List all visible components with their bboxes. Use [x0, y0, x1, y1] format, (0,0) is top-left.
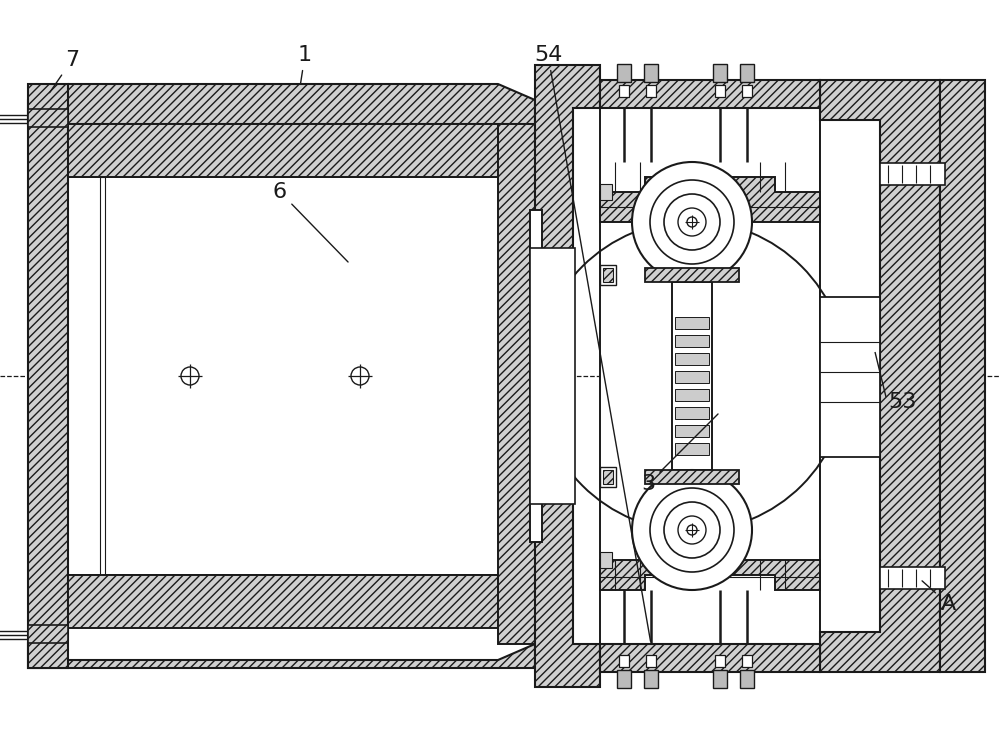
Bar [617, 64, 631, 82]
Bar [742, 85, 752, 97]
Bar [600, 467, 616, 487]
Bar [600, 552, 612, 568]
Bar [644, 64, 658, 82]
Bar [713, 64, 727, 82]
Circle shape [678, 516, 706, 544]
Circle shape [687, 525, 697, 535]
Text: 53: 53 [888, 392, 916, 412]
Circle shape [664, 194, 720, 250]
Bar [646, 655, 656, 667]
Bar [619, 85, 629, 97]
Bar [740, 64, 754, 82]
Bar [675, 425, 709, 437]
Circle shape [650, 488, 734, 572]
Bar [675, 443, 709, 455]
Circle shape [632, 162, 752, 282]
Text: A: A [922, 581, 956, 614]
Bar [646, 85, 656, 97]
Circle shape [664, 502, 720, 558]
Circle shape [687, 217, 697, 227]
Circle shape [351, 367, 369, 385]
Bar [675, 371, 709, 383]
Bar [600, 108, 820, 644]
Text: 1: 1 [298, 45, 312, 84]
Bar [619, 655, 629, 667]
Bar [742, 655, 752, 667]
Circle shape [181, 367, 199, 385]
Bar [713, 670, 727, 688]
Bar [603, 268, 613, 282]
Circle shape [650, 180, 734, 264]
Bar [820, 120, 880, 632]
Bar [498, 124, 535, 644]
Polygon shape [940, 80, 985, 672]
Bar [880, 567, 945, 589]
Bar [644, 670, 658, 688]
Bar [880, 163, 945, 185]
Circle shape [632, 470, 752, 590]
Circle shape [678, 208, 706, 236]
Bar [600, 184, 612, 200]
Bar [675, 317, 709, 329]
Polygon shape [28, 84, 535, 124]
Bar [28, 109, 68, 127]
Polygon shape [28, 644, 535, 668]
Bar [530, 248, 575, 504]
Polygon shape [535, 65, 600, 687]
Text: 3: 3 [641, 414, 718, 494]
Bar [675, 407, 709, 419]
Bar [600, 265, 616, 285]
Polygon shape [600, 80, 820, 108]
Polygon shape [600, 644, 820, 672]
Bar [530, 177, 535, 575]
Polygon shape [820, 80, 940, 672]
Bar [100, 177, 105, 575]
Polygon shape [600, 177, 820, 222]
Bar [68, 177, 535, 575]
Bar [672, 282, 712, 470]
Polygon shape [600, 560, 820, 590]
Bar [617, 670, 631, 688]
Bar [28, 625, 68, 643]
Bar [645, 268, 739, 282]
Text: 6: 6 [273, 182, 348, 262]
Bar [68, 575, 535, 628]
Bar [675, 335, 709, 347]
Text: 7: 7 [50, 50, 79, 92]
Bar [645, 470, 739, 484]
Bar [740, 670, 754, 688]
Bar [820, 297, 880, 457]
Text: 54: 54 [534, 45, 651, 641]
Bar [715, 655, 725, 667]
Polygon shape [28, 84, 68, 668]
Bar [68, 124, 535, 177]
Bar [603, 470, 613, 484]
Bar [675, 389, 709, 401]
Bar [530, 210, 542, 542]
Bar [715, 85, 725, 97]
Bar [675, 353, 709, 365]
